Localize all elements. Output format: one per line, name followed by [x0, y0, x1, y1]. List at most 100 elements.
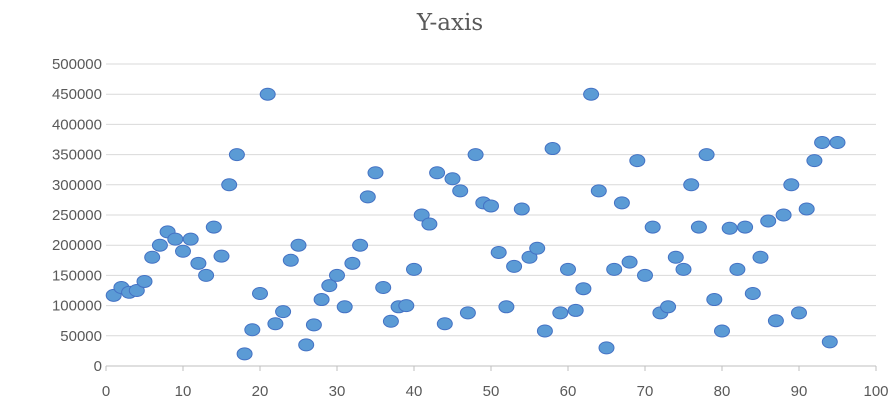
data-point	[791, 306, 807, 320]
y-tick-label: 200000	[52, 237, 102, 254]
data-point	[483, 199, 499, 213]
data-point	[752, 250, 769, 264]
data-point	[459, 306, 476, 320]
data-point	[329, 268, 345, 282]
data-point	[175, 244, 191, 258]
data-point	[305, 318, 322, 332]
data-point	[767, 314, 784, 328]
data-point	[598, 341, 615, 355]
data-point	[259, 87, 276, 101]
data-point	[729, 262, 746, 276]
data-point	[344, 256, 361, 270]
y-tick-label: 450000	[52, 86, 102, 103]
data-point	[644, 220, 661, 234]
data-point	[244, 323, 261, 337]
data-point	[521, 250, 538, 264]
data-point	[760, 214, 777, 228]
x-tick-label: 80	[714, 383, 731, 400]
data-point	[444, 172, 461, 186]
x-tick-label: 20	[252, 383, 269, 400]
y-tick-labels: 0 50000 100000 150000 200000 250000 300000 3500…	[52, 56, 102, 375]
y-tick-label: 150000	[52, 267, 102, 284]
x-tick-labels: 0 10 20 30 40 50 60 70 80 90 100	[102, 383, 889, 400]
data-point	[282, 253, 299, 267]
x-tick-label: 10	[175, 383, 192, 400]
data-point	[513, 202, 530, 216]
data-point	[552, 306, 569, 320]
data-point	[698, 148, 715, 162]
x-tick-label: 40	[406, 383, 423, 400]
y-tick-label: 400000	[52, 116, 102, 133]
data-point	[452, 184, 469, 198]
data-point	[213, 249, 230, 263]
data-point	[467, 148, 484, 162]
data-point	[267, 317, 284, 331]
data-point	[798, 202, 815, 216]
data-point	[398, 299, 415, 313]
data-point	[429, 166, 446, 180]
data-point	[298, 338, 315, 352]
data-point	[413, 208, 430, 222]
data-point	[806, 154, 823, 168]
data-point	[544, 142, 561, 156]
y-tick-label: 250000	[52, 207, 102, 224]
data-point	[606, 262, 623, 276]
data-point	[151, 238, 168, 252]
data-point	[583, 87, 600, 101]
y-tick-label: 100000	[52, 298, 102, 315]
data-point	[221, 178, 238, 192]
data-point	[536, 324, 553, 338]
data-point	[498, 300, 515, 314]
data-point	[560, 262, 576, 276]
data-point	[359, 190, 376, 204]
data-point	[436, 317, 453, 331]
data-point	[744, 287, 761, 301]
y-tick-label: 350000	[52, 147, 102, 164]
data-points	[105, 87, 846, 361]
data-point	[313, 293, 330, 307]
data-point	[198, 268, 215, 282]
data-point	[136, 274, 153, 288]
data-point	[167, 232, 184, 246]
data-point	[190, 256, 207, 270]
axes	[105, 365, 877, 371]
data-point	[506, 259, 523, 273]
x-tick-label: 0	[102, 383, 110, 400]
data-point	[814, 136, 831, 150]
data-point	[775, 208, 792, 222]
data-point	[529, 241, 546, 255]
data-point	[252, 287, 268, 301]
x-tick-label: 30	[329, 383, 346, 400]
data-point	[721, 221, 738, 235]
data-point	[228, 148, 245, 162]
data-point	[706, 293, 723, 307]
data-point	[406, 262, 422, 276]
data-point	[667, 250, 684, 264]
x-tick-label: 60	[560, 383, 577, 400]
data-point	[352, 238, 369, 252]
data-point	[421, 217, 438, 231]
data-point	[205, 220, 222, 234]
x-tick-label: 50	[483, 383, 500, 400]
data-point	[182, 232, 199, 246]
data-point	[637, 268, 653, 282]
data-point	[683, 178, 700, 192]
data-point	[783, 178, 800, 192]
data-point	[367, 166, 384, 180]
data-point	[236, 347, 253, 361]
y-tick-label: 300000	[52, 177, 102, 194]
data-point	[336, 300, 353, 314]
data-point	[690, 220, 707, 234]
data-point	[567, 303, 584, 317]
data-point	[575, 282, 592, 296]
y-tick-label: 50000	[60, 328, 102, 345]
data-point	[275, 305, 292, 319]
data-point	[128, 284, 145, 297]
data-point	[821, 335, 838, 349]
y-tick-label: 500000	[52, 56, 102, 73]
data-point	[490, 245, 507, 259]
data-point	[737, 220, 754, 234]
x-tick-label: 100	[863, 383, 888, 400]
